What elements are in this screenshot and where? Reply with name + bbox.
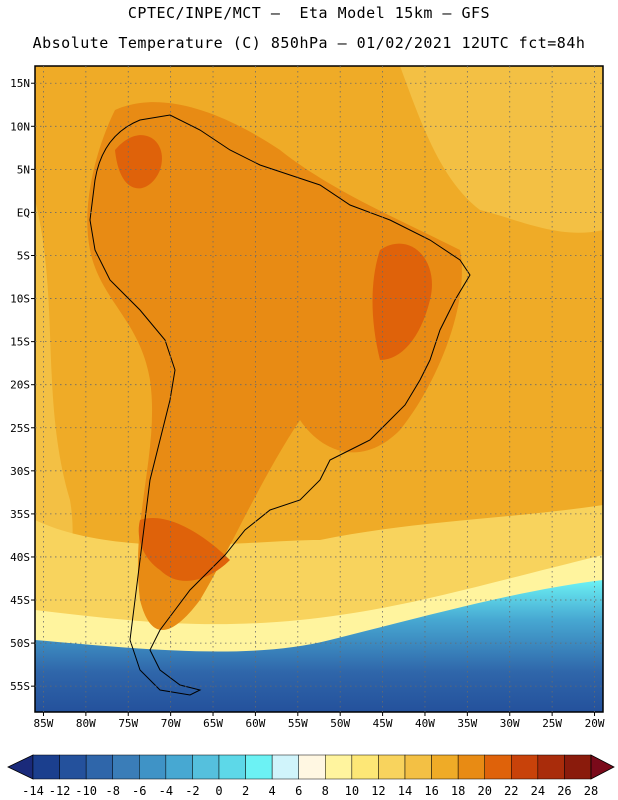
temp-zone-hot-north [115, 135, 162, 189]
colorbar-swatch [351, 754, 379, 780]
lat-label-10s: 10S [10, 293, 30, 306]
lon-label-60w: 60W [245, 717, 265, 730]
colorbar-label: -4 [159, 784, 173, 798]
lat-label-25s: 25S [10, 422, 30, 435]
lon-label-20w: 20W [585, 717, 605, 730]
colorbar-swatch [537, 754, 565, 780]
lon-label-45w: 45W [373, 717, 393, 730]
colorbar-label: -10 [75, 784, 97, 798]
map-title-line-1: CPTEC/INPE/MCT – Eta Model 15km – GFS [127, 4, 491, 22]
colorbar-swatch [431, 754, 459, 780]
lat-label-55s: 55S [10, 680, 30, 693]
temp-zone-west-pacific [35, 200, 73, 620]
colorbar-swatch [112, 754, 140, 780]
lat-label-5s: 5S [17, 249, 30, 262]
colorbar-label: 18 [451, 784, 465, 798]
continent-outline [89, 114, 471, 696]
colorbar-label: 0 [215, 784, 222, 798]
temp-zone-continent-warm [87, 102, 462, 630]
lon-label-70w: 70W [161, 717, 181, 730]
colorbar-label: 20 [477, 784, 491, 798]
lon-label-25w: 25W [542, 717, 562, 730]
lat-label-eq: EQ [17, 206, 30, 219]
colorbar-swatch [59, 754, 87, 780]
colorbar-swatch [271, 754, 299, 780]
colorbar-swatch [165, 754, 193, 780]
lat-label-45s: 45S [10, 594, 30, 607]
colorbar-label: 10 [345, 784, 359, 798]
map-title-line-2: Absolute Temperature (C) 850hPa – 01/02/… [32, 34, 586, 52]
lat-label-30s: 30S [10, 465, 30, 478]
lon-label-30w: 30W [500, 717, 520, 730]
lon-label-40w: 40W [415, 717, 435, 730]
colorbar-swatch [32, 754, 60, 780]
colorbar-low-arrow [7, 754, 34, 780]
colorbar-swatch [457, 754, 485, 780]
colorbar-label: 4 [269, 784, 276, 798]
colorbar-swatch [85, 754, 113, 780]
temp-zone-southern-cold [35, 580, 603, 712]
colorbar-swatch [218, 754, 246, 780]
lat-label-5n: 5N [17, 163, 30, 176]
colorbar-label: 26 [557, 784, 571, 798]
colorbar-label: -12 [49, 784, 71, 798]
colorbar-label: 14 [398, 784, 412, 798]
lon-label-80w: 80W [76, 717, 96, 730]
lon-label-35w: 35W [457, 717, 477, 730]
colorbar-label: -6 [132, 784, 146, 798]
map-frame [34, 65, 604, 713]
colorbar-swatch [511, 754, 539, 780]
colorbar-label: 8 [322, 784, 329, 798]
colorbar-label: 6 [295, 784, 302, 798]
colorbar-high-arrow [590, 754, 615, 780]
lon-label-55w: 55W [288, 717, 308, 730]
lon-label-75w: 75W [118, 717, 138, 730]
lat-label-15s: 15S [10, 336, 30, 349]
colorbar-label: 16 [424, 784, 438, 798]
colorbar-swatch [298, 754, 326, 780]
colorbar-label: 28 [584, 784, 598, 798]
colorbar-swatch [192, 754, 220, 780]
lat-label-10n: 10N [10, 120, 30, 133]
lat-label-40s: 40S [10, 551, 30, 564]
temp-zone-hot-brazil [372, 243, 432, 360]
colorbar-swatch [564, 754, 592, 780]
lat-label-50s: 50S [10, 637, 30, 650]
colorbar-swatch [139, 754, 167, 780]
temperature-field [35, 66, 603, 712]
map-graticule [31, 66, 603, 716]
colorbar-label: 22 [504, 784, 518, 798]
colorbar-label: -8 [105, 784, 119, 798]
temp-zone-hot-patagonia [138, 518, 230, 581]
colorbar-swatch [325, 754, 353, 780]
lon-label-50w: 50W [330, 717, 350, 730]
lat-label-20s: 20S [10, 379, 30, 392]
colorbar-label: 12 [371, 784, 385, 798]
latitude-axis: 15N 10N 5N EQ 5S 10S 15S 20S 25S 30S 35S 40S 45S 50S 5… [10, 77, 30, 693]
lat-label-15n: 15N [10, 77, 30, 90]
lon-label-85w: 85W [34, 717, 54, 730]
lat-label-35s: 35S [10, 508, 30, 521]
temperature-colorbar: -14 -12 -10 -8 -6 -4 -2 0 2 4 6 8 10 12 14 16 18 20 22 24 26… [7, 754, 615, 798]
longitude-axis: 85W 80W 75W 70W 65W 60W 55W 50W 45W 40W 35W 30W 25W 2… [34, 717, 605, 730]
colorbar-swatch [484, 754, 512, 780]
colorbar-label: 24 [531, 784, 545, 798]
lon-label-65w: 65W [203, 717, 223, 730]
colorbar-label: -2 [185, 784, 199, 798]
colorbar-swatch [378, 754, 406, 780]
colorbar-label: 2 [242, 784, 249, 798]
colorbar-swatch [245, 754, 273, 780]
colorbar-swatch [404, 754, 432, 780]
colorbar-label: -14 [22, 784, 44, 798]
